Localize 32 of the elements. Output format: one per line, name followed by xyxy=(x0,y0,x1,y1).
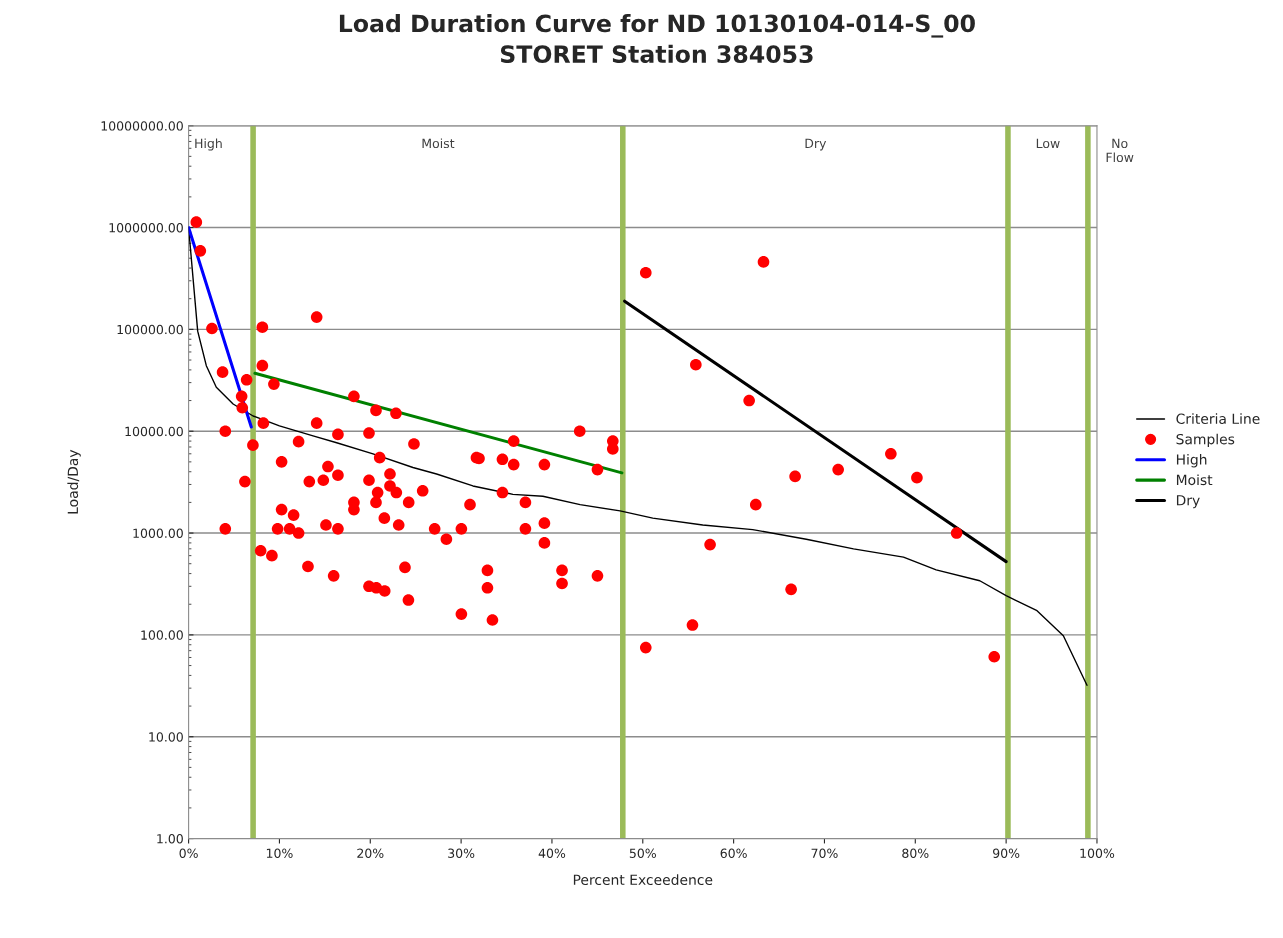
legend-label: Criteria Line xyxy=(1176,413,1260,424)
x-tick-label: 0% xyxy=(179,848,198,858)
x-tick-label: 20% xyxy=(357,848,384,858)
y-axis-title: Load/Day xyxy=(67,449,81,514)
y-tick-label: 100000.00 xyxy=(117,324,183,335)
legend-label: Moist xyxy=(1176,474,1213,486)
y-tick-label: 10000000.00 xyxy=(101,121,183,131)
legend-label: High xyxy=(1176,454,1207,468)
x-tick-label: 100% xyxy=(1080,848,1115,858)
x-tick-label: 10% xyxy=(266,848,293,858)
x-tick-label: 70% xyxy=(811,848,838,858)
y-tick-label: 1000000.00 xyxy=(109,223,183,233)
x-tick-label: 80% xyxy=(902,848,929,858)
y-tick-label: 100.00 xyxy=(141,630,183,640)
x-tick-label: 50% xyxy=(629,848,656,858)
text: No Flow xyxy=(1106,138,1134,163)
annotation: Moist xyxy=(422,138,455,149)
annotation: Low xyxy=(1036,138,1060,149)
legend-label: Dry xyxy=(1176,495,1200,509)
y-tick-label: 1000.00 xyxy=(133,528,183,538)
chart-title: Load Duration Curve for ND 10130104-014-S_00 STORET Station 384053 xyxy=(339,14,975,64)
y-tick-label: 10.00 xyxy=(149,732,183,742)
x-tick-label: 40% xyxy=(538,848,566,858)
x-axis-title: Percent Exceedence xyxy=(573,874,713,886)
annotation: High xyxy=(195,138,222,151)
x-tick-label: 60% xyxy=(720,848,747,858)
annotation: Dry xyxy=(805,138,827,151)
x-tick-label: 90% xyxy=(993,848,1020,858)
legend-label: Samples xyxy=(1176,433,1235,448)
y-tick-label: 1.00 xyxy=(157,834,183,844)
x-tick-label: 30% xyxy=(448,848,475,858)
y-tick-label: 10000.00 xyxy=(125,426,183,437)
